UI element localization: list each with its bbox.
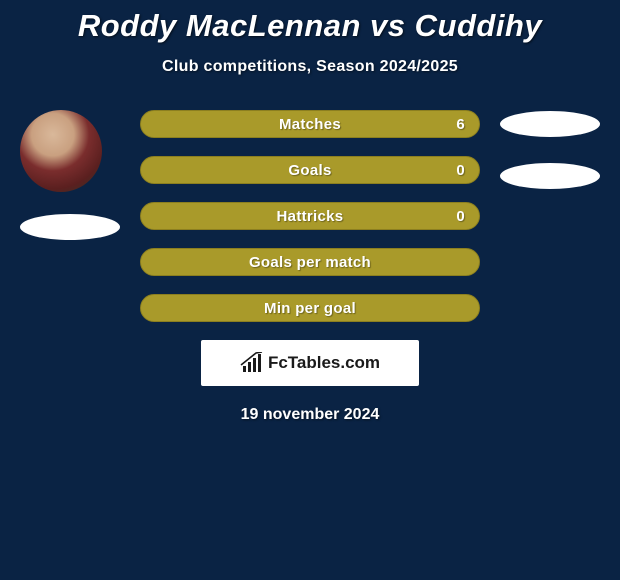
stat-bar-min-per-goal: Min per goal: [140, 294, 480, 322]
stat-bar-goals: Goals 0: [140, 156, 480, 184]
right-stat-ellipse-1: [500, 111, 600, 137]
page-subtitle: Club competitions, Season 2024/2025: [0, 58, 620, 76]
left-stat-ellipse: [20, 214, 120, 240]
stat-label: Matches: [279, 116, 341, 133]
stat-label: Hattricks: [277, 208, 344, 225]
stat-label: Goals per match: [249, 254, 371, 271]
stat-value: 0: [456, 208, 465, 225]
comparison-content: Matches 6 Goals 0 Hattricks 0 Goals per …: [0, 110, 620, 424]
logo-chart-icon: [240, 352, 264, 374]
logo-text: FcTables.com: [268, 353, 380, 373]
stat-bar-hattricks: Hattricks 0: [140, 202, 480, 230]
stat-bar-matches: Matches 6: [140, 110, 480, 138]
stat-bar-goals-per-match: Goals per match: [140, 248, 480, 276]
stat-label: Min per goal: [264, 300, 356, 317]
stat-label: Goals: [288, 162, 331, 179]
fctables-logo: FcTables.com: [201, 340, 419, 386]
stat-value: 0: [456, 162, 465, 179]
stat-bars: Matches 6 Goals 0 Hattricks 0 Goals per …: [140, 110, 480, 322]
stat-value: 6: [456, 116, 465, 133]
player-avatar: [20, 110, 102, 192]
page-title: Roddy MacLennan vs Cuddihy: [0, 0, 620, 44]
date-text: 19 november 2024: [0, 406, 620, 424]
right-stat-ellipse-2: [500, 163, 600, 189]
